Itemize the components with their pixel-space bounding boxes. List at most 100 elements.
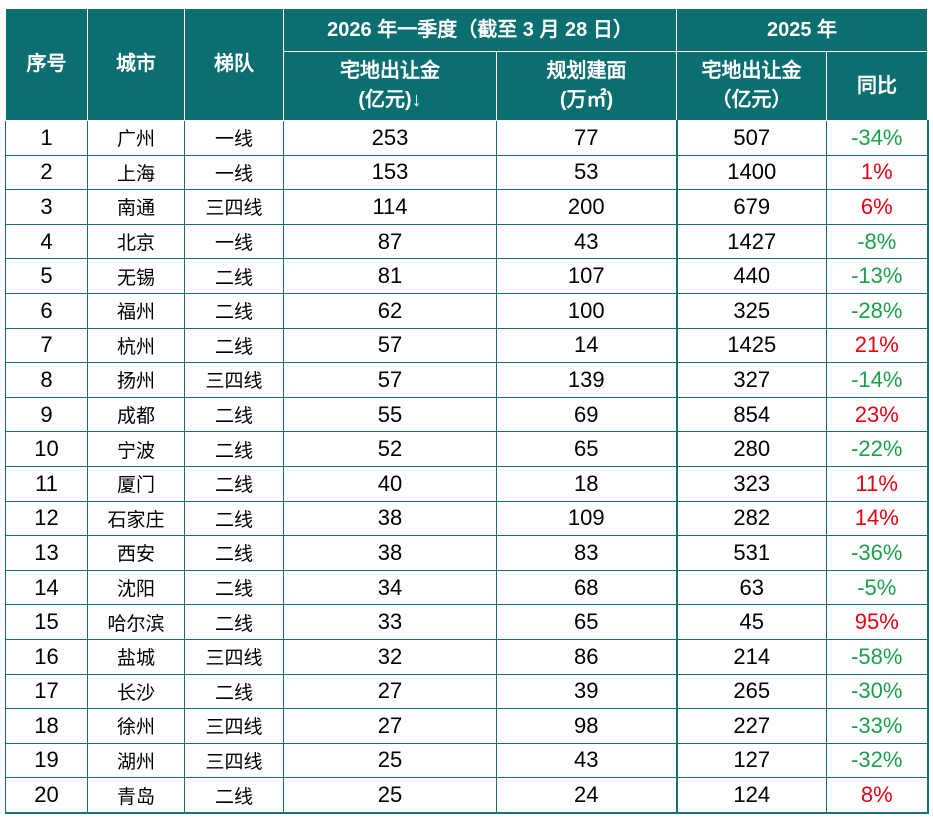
land-revenue-2025-cell: 63: [676, 569, 827, 606]
rank-cell: 1: [5, 120, 88, 156]
table-row: 1 广州 一线 253 77 507 -34%: [5, 120, 929, 156]
rank-cell: 13: [5, 535, 88, 571]
planned-area-cell: 24: [496, 777, 678, 814]
city-cell: 哈尔滨: [87, 604, 185, 640]
yoy-cell: -32%: [826, 742, 929, 779]
city-cell: 徐州: [87, 708, 185, 744]
land-revenue-2025-cell: 323: [676, 465, 827, 502]
table-row: 16 盐城 三四线 32 86 214 -58%: [5, 638, 929, 675]
table-row: 3 南通 三四线 114 200 679 6%: [5, 189, 929, 225]
planned-area-cell: 43: [496, 223, 678, 260]
yoy-cell: 95%: [826, 604, 929, 640]
table-row: 8 扬州 三四线 57 139 327 -14%: [5, 362, 929, 398]
land-revenue-2025-cell: 440: [676, 258, 827, 294]
header-rank: 序号: [5, 8, 88, 121]
city-cell: 杭州: [87, 327, 185, 364]
rank-cell: 4: [5, 223, 88, 260]
tier-cell: 三四线: [184, 189, 284, 225]
planned-area-cell: 200: [496, 189, 678, 225]
rank-cell: 9: [5, 396, 88, 433]
tier-cell: 二线: [184, 569, 284, 606]
city-cell: 北京: [87, 223, 185, 260]
tier-cell: 二线: [184, 431, 284, 467]
table-row: 5 无锡 二线 81 107 440 -13%: [5, 258, 929, 294]
table-row: 9 成都 二线 55 69 854 23%: [5, 396, 929, 433]
tier-cell: 二线: [184, 604, 284, 640]
tier-cell: 二线: [184, 500, 284, 537]
rank-cell: 19: [5, 742, 88, 779]
land-revenue-2025-cell: 45: [676, 604, 827, 640]
planned-area-cell: 68: [496, 569, 678, 606]
land-revenue-2025-cell: 327: [676, 362, 827, 398]
header-city: 城市: [87, 8, 185, 121]
rank-cell: 2: [5, 154, 88, 191]
tier-cell: 二线: [184, 396, 284, 433]
land-revenue-2026-cell: 33: [283, 604, 497, 640]
yoy-cell: -34%: [826, 120, 929, 156]
header-group-2026: 2026 年一季度（截至 3 月 28 日）: [283, 8, 677, 52]
land-revenue-2026-cell: 38: [283, 535, 497, 571]
land-revenue-2026-cell: 25: [283, 777, 497, 814]
tier-cell: 二线: [184, 673, 284, 710]
land-revenue-2025-cell: 1427: [676, 223, 827, 260]
land-revenue-2025-cell: 679: [676, 189, 827, 225]
header-land-revenue-2026: 宅地出让金 (亿元)↓: [283, 51, 497, 121]
header-label: 宅地出让金: [340, 60, 440, 82]
yoy-cell: -28%: [826, 292, 929, 329]
land-revenue-2025-cell: 531: [676, 535, 827, 571]
planned-area-cell: 18: [496, 465, 678, 502]
tier-cell: 一线: [184, 154, 284, 191]
tier-cell: 三四线: [184, 362, 284, 398]
city-cell: 扬州: [87, 362, 185, 398]
yoy-cell: -14%: [826, 362, 929, 398]
planned-area-cell: 69: [496, 396, 678, 433]
land-revenue-2026-cell: 114: [283, 189, 497, 225]
rank-cell: 18: [5, 708, 88, 744]
rank-cell: 15: [5, 604, 88, 640]
yoy-cell: -5%: [826, 569, 929, 606]
table-row: 20 青岛 二线 25 24 124 8%: [5, 777, 929, 814]
land-revenue-2026-cell: 57: [283, 362, 497, 398]
land-revenue-2026-cell: 81: [283, 258, 497, 294]
tier-cell: 三四线: [184, 708, 284, 744]
tier-cell: 二线: [184, 327, 284, 364]
planned-area-cell: 43: [496, 742, 678, 779]
city-cell: 宁波: [87, 431, 185, 467]
land-revenue-2026-cell: 52: [283, 431, 497, 467]
land-revenue-2025-cell: 127: [676, 742, 827, 779]
planned-area-cell: 65: [496, 604, 678, 640]
land-revenue-2025-cell: 214: [676, 638, 827, 675]
header-group-2025: 2025 年: [676, 8, 928, 52]
tier-cell: 三四线: [184, 638, 284, 675]
table-row: 6 福州 二线 62 100 325 -28%: [5, 292, 929, 329]
yoy-cell: -13%: [826, 258, 929, 294]
planned-area-cell: 86: [496, 638, 678, 675]
planned-area-cell: 109: [496, 500, 678, 537]
tier-cell: 二线: [184, 292, 284, 329]
yoy-cell: 8%: [826, 777, 929, 814]
land-revenue-2026-cell: 38: [283, 500, 497, 537]
city-cell: 长沙: [87, 673, 185, 710]
yoy-cell: -30%: [826, 673, 929, 710]
header-unit: (万㎡): [559, 89, 614, 111]
land-revenue-2026-cell: 62: [283, 292, 497, 329]
city-cell: 厦门: [87, 465, 185, 502]
land-revenue-2026-cell: 253: [283, 120, 497, 156]
city-cell: 无锡: [87, 258, 185, 294]
table-row: 4 北京 一线 87 43 1427 -8%: [5, 223, 929, 260]
tier-cell: 一线: [184, 120, 284, 156]
yoy-cell: 6%: [826, 189, 929, 225]
city-cell: 沈阳: [87, 569, 185, 606]
yoy-cell: 21%: [826, 327, 929, 364]
land-revenue-2025-cell: 1400: [676, 154, 827, 191]
table-row: 12 石家庄 二线 38 109 282 14%: [5, 500, 929, 537]
rank-cell: 10: [5, 431, 88, 467]
yoy-cell: 1%: [826, 154, 929, 191]
land-revenue-ranking-table: 序号 城市 梯队 2026 年一季度（截至 3 月 28 日） 2025 年 宅…: [5, 8, 929, 814]
tier-cell: 二线: [184, 258, 284, 294]
land-revenue-2026-cell: 27: [283, 708, 497, 744]
land-revenue-2026-cell: 55: [283, 396, 497, 433]
yoy-cell: -33%: [826, 708, 929, 744]
planned-area-cell: 77: [496, 120, 678, 156]
land-revenue-2025-cell: 854: [676, 396, 827, 433]
